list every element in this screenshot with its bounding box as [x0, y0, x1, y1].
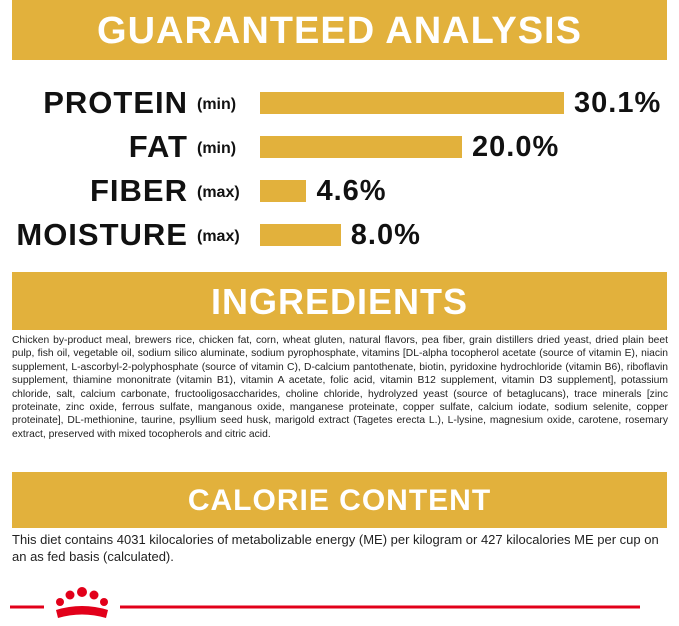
analysis-row: FAT (min) 20.0% [0, 125, 679, 169]
analysis-row: MOISTURE (max) 8.0% [0, 213, 679, 257]
nutrient-name: FAT [128, 129, 188, 164]
analysis-row: PROTEIN (min) 30.1% [0, 81, 679, 125]
section-header: CALORIE CONTENT [12, 472, 667, 528]
ingredients-text: Chicken by-product meal, brewers rice, c… [12, 335, 668, 440]
nutrient-value: 4.6% [316, 175, 387, 207]
bar [260, 136, 462, 158]
nutrient-basis: (max) [197, 184, 240, 201]
brand-footer [10, 587, 640, 618]
analysis-row: FIBER (max) 4.6% [0, 169, 679, 213]
bar [260, 224, 341, 246]
nutrient-name: FIBER [90, 173, 188, 208]
nutrient-name: MOISTURE [16, 217, 188, 252]
nutrient-basis: (max) [197, 228, 240, 245]
nutrient-value: 20.0% [472, 131, 560, 163]
bar [260, 92, 564, 114]
nutrient-value: 8.0% [350, 219, 421, 251]
calorie-text: This diet contains 4031 kilocalories of … [12, 532, 659, 564]
nutrient-value: 30.1% [574, 87, 662, 119]
section-header: GUARANTEED ANALYSIS [12, 0, 667, 60]
section-header: INGREDIENTS [12, 272, 667, 330]
bar [260, 180, 307, 202]
nutrient-basis: (min) [197, 96, 237, 113]
crown-logo [56, 587, 108, 618]
nutrient-basis: (min) [197, 140, 237, 157]
nutrient-name: PROTEIN [43, 85, 188, 120]
